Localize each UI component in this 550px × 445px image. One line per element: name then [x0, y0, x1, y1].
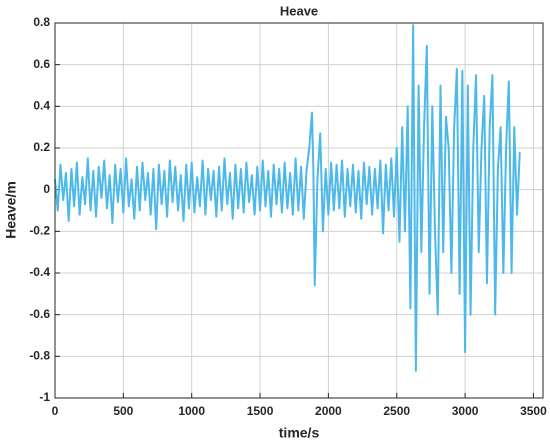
x-tick-label: 2500 — [383, 404, 410, 418]
y-tick-label: 0 — [43, 182, 50, 196]
y-axis-label: Heave/m — [3, 181, 19, 239]
x-tick-label: 1000 — [178, 404, 205, 418]
y-tick-label: -0.2 — [29, 224, 50, 238]
x-tick-label: 0 — [52, 404, 59, 418]
x-axis-label: time/s — [279, 425, 320, 441]
x-tick-label: 2000 — [315, 404, 342, 418]
plot-border — [54, 22, 544, 399]
data-line — [54, 24, 521, 372]
chart-title: Heave — [280, 3, 318, 18]
y-tick-label: -0.6 — [29, 307, 50, 321]
y-tick-label: 0.6 — [33, 57, 50, 71]
x-tick-label: 3000 — [452, 404, 479, 418]
y-tick-label: -1 — [39, 390, 50, 404]
y-tick-label: 0.8 — [33, 15, 50, 29]
y-tick-label: -0.4 — [29, 265, 50, 279]
y-tick-label: -0.8 — [29, 349, 50, 363]
x-tick-label: 500 — [113, 404, 133, 418]
x-tick-label: 3500 — [520, 404, 547, 418]
y-tick-label: 0.2 — [33, 140, 50, 154]
y-tick-label: 0.4 — [33, 99, 50, 113]
x-tick-label: 1500 — [247, 404, 274, 418]
